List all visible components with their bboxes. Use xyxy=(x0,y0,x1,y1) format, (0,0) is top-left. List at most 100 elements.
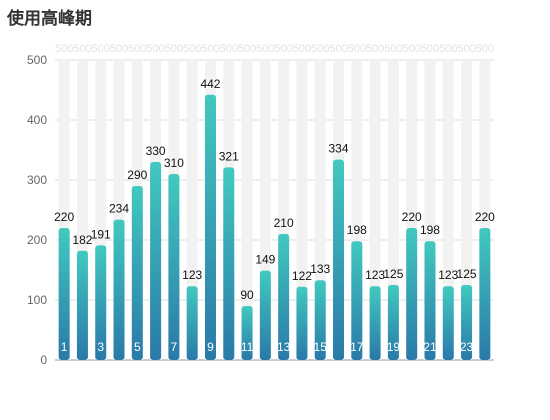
background-bar-label: 500 xyxy=(238,43,256,55)
background-bar-label: 500 xyxy=(256,43,274,55)
bar[interactable] xyxy=(150,162,162,360)
background-bar-label: 500 xyxy=(311,43,329,55)
background-bar xyxy=(387,60,399,360)
bar[interactable] xyxy=(387,285,399,360)
background-bar-label: 500 xyxy=(293,43,311,55)
background-bar-label: 500 xyxy=(384,43,402,55)
y-tick-label: 0 xyxy=(40,353,47,367)
x-tick-label: 21 xyxy=(423,340,437,354)
y-tick-label: 400 xyxy=(27,113,47,127)
background-bar-label: 500 xyxy=(439,43,457,55)
background-bar-label: 500 xyxy=(457,43,475,55)
background-bar xyxy=(76,60,88,360)
background-bar xyxy=(186,60,198,360)
background-bar xyxy=(278,60,290,360)
x-tick-label: 5 xyxy=(134,340,141,354)
bar-value-label: 210 xyxy=(274,216,294,230)
bar[interactable] xyxy=(314,280,326,360)
background-bar xyxy=(314,60,326,360)
background-bar xyxy=(479,60,491,360)
bar-value-label: 234 xyxy=(109,202,129,216)
y-tick-label: 100 xyxy=(27,293,47,307)
bar[interactable] xyxy=(296,286,308,360)
bar-value-label: 149 xyxy=(255,253,275,267)
bar-value-label: 198 xyxy=(420,223,440,237)
bar-value-label: 125 xyxy=(457,267,477,281)
background-bar xyxy=(241,60,253,360)
x-tick-label: 9 xyxy=(207,340,214,354)
bar-value-label: 123 xyxy=(365,268,385,282)
background-bar-label: 500 xyxy=(55,43,73,55)
bar-value-label: 290 xyxy=(127,168,147,182)
background-bar-label: 500 xyxy=(476,43,494,55)
bar-value-label: 133 xyxy=(310,262,330,276)
bar[interactable] xyxy=(442,286,454,360)
background-bar xyxy=(442,60,454,360)
bar[interactable] xyxy=(95,245,107,360)
background-bar-label: 500 xyxy=(366,43,384,55)
background-bar-label: 500 xyxy=(73,43,91,55)
bar-value-label: 122 xyxy=(292,269,312,283)
background-bar xyxy=(296,60,308,360)
x-tick-label: 11 xyxy=(241,340,254,354)
bar-value-label: 220 xyxy=(475,210,495,224)
x-tick-label: 7 xyxy=(171,340,178,354)
y-tick-label: 500 xyxy=(27,53,47,67)
bar[interactable] xyxy=(259,270,271,360)
bar[interactable] xyxy=(369,286,381,360)
background-bar xyxy=(58,60,70,360)
background-bar xyxy=(351,60,363,360)
bar[interactable] xyxy=(186,286,198,360)
bar-value-label: 220 xyxy=(402,210,422,224)
bar-value-label: 330 xyxy=(146,144,166,158)
background-bar xyxy=(461,60,473,360)
bar-value-label: 182 xyxy=(72,233,92,247)
bar[interactable] xyxy=(204,94,216,361)
bar[interactable] xyxy=(461,285,473,360)
bar[interactable] xyxy=(168,174,180,360)
x-tick-label: 15 xyxy=(314,340,328,354)
y-tick-label: 300 xyxy=(27,173,47,187)
bar[interactable] xyxy=(241,306,253,360)
background-bar-label: 500 xyxy=(201,43,219,55)
bar[interactable] xyxy=(278,234,290,360)
background-bar-label: 500 xyxy=(348,43,366,55)
background-bar xyxy=(259,60,271,360)
bar-value-label: 125 xyxy=(383,267,403,281)
background-bar xyxy=(113,60,125,360)
bar[interactable] xyxy=(58,228,70,360)
bar-value-label: 220 xyxy=(54,210,74,224)
bar-value-label: 198 xyxy=(347,223,367,237)
background-bar-label: 500 xyxy=(329,43,347,55)
bar[interactable] xyxy=(351,241,363,360)
bar[interactable] xyxy=(76,250,88,360)
background-bar xyxy=(406,60,418,360)
bar[interactable] xyxy=(406,228,418,360)
y-tick-label: 200 xyxy=(27,233,47,247)
bar-value-label: 310 xyxy=(164,156,184,170)
x-tick-label: 13 xyxy=(277,340,291,354)
background-bar xyxy=(424,60,436,360)
bar-value-label: 123 xyxy=(438,268,458,282)
bar[interactable] xyxy=(479,228,491,360)
bar[interactable] xyxy=(333,159,345,360)
background-bar-label: 500 xyxy=(183,43,201,55)
bar-value-label: 442 xyxy=(200,77,220,91)
background-bar xyxy=(369,60,381,360)
background-bar-label: 500 xyxy=(165,43,183,55)
x-tick-label: 23 xyxy=(460,340,474,354)
background-bar-label: 500 xyxy=(421,43,439,55)
bar[interactable] xyxy=(223,167,235,360)
x-tick-label: 19 xyxy=(387,340,401,354)
background-bar xyxy=(95,60,107,360)
bar-value-label: 90 xyxy=(240,288,254,302)
background-bar-label: 500 xyxy=(220,43,238,55)
bar[interactable] xyxy=(113,219,125,360)
x-tick-label: 1 xyxy=(61,340,68,354)
bar[interactable] xyxy=(424,241,436,360)
chart-title: 使用高峰期 xyxy=(7,9,92,29)
background-bar-label: 500 xyxy=(274,43,292,55)
bar[interactable] xyxy=(131,186,143,360)
background-bar-label: 500 xyxy=(403,43,421,55)
